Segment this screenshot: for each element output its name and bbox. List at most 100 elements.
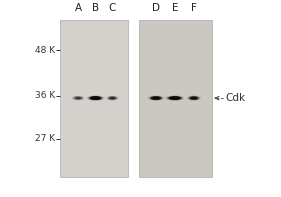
Ellipse shape bbox=[107, 96, 117, 100]
Ellipse shape bbox=[93, 97, 98, 99]
Ellipse shape bbox=[192, 97, 196, 99]
Ellipse shape bbox=[88, 96, 103, 100]
Ellipse shape bbox=[189, 96, 198, 100]
Text: B: B bbox=[92, 3, 99, 13]
Text: 48 K: 48 K bbox=[35, 46, 55, 55]
Ellipse shape bbox=[169, 97, 180, 99]
Ellipse shape bbox=[111, 97, 114, 99]
Ellipse shape bbox=[168, 96, 182, 100]
Ellipse shape bbox=[167, 96, 182, 100]
Bar bbox=[60, 20, 128, 177]
Ellipse shape bbox=[172, 97, 178, 99]
Ellipse shape bbox=[190, 97, 198, 99]
Ellipse shape bbox=[169, 96, 181, 100]
Ellipse shape bbox=[89, 96, 102, 100]
Ellipse shape bbox=[151, 96, 161, 100]
Ellipse shape bbox=[149, 96, 163, 100]
Text: E: E bbox=[171, 3, 178, 13]
Ellipse shape bbox=[188, 96, 200, 100]
Ellipse shape bbox=[167, 96, 182, 100]
Ellipse shape bbox=[75, 97, 81, 99]
Ellipse shape bbox=[190, 97, 198, 99]
Ellipse shape bbox=[109, 97, 116, 99]
Text: Cdk: Cdk bbox=[225, 93, 246, 103]
Ellipse shape bbox=[153, 97, 159, 99]
Ellipse shape bbox=[153, 97, 159, 99]
Ellipse shape bbox=[151, 97, 161, 99]
Ellipse shape bbox=[169, 97, 181, 100]
Ellipse shape bbox=[154, 98, 158, 99]
Ellipse shape bbox=[149, 96, 163, 100]
Ellipse shape bbox=[191, 97, 197, 99]
Ellipse shape bbox=[74, 97, 82, 99]
Ellipse shape bbox=[90, 96, 101, 100]
Text: D: D bbox=[152, 3, 160, 13]
Ellipse shape bbox=[91, 97, 100, 99]
Ellipse shape bbox=[89, 96, 102, 100]
Ellipse shape bbox=[75, 97, 81, 99]
Ellipse shape bbox=[150, 96, 162, 100]
Ellipse shape bbox=[188, 96, 200, 100]
Ellipse shape bbox=[110, 97, 115, 99]
Ellipse shape bbox=[74, 97, 83, 100]
Ellipse shape bbox=[110, 97, 115, 99]
Ellipse shape bbox=[88, 96, 103, 100]
Ellipse shape bbox=[154, 97, 158, 99]
Ellipse shape bbox=[109, 97, 116, 99]
Ellipse shape bbox=[94, 98, 98, 99]
Ellipse shape bbox=[92, 97, 99, 99]
Ellipse shape bbox=[189, 96, 199, 100]
Ellipse shape bbox=[192, 97, 196, 99]
Ellipse shape bbox=[153, 97, 158, 99]
Ellipse shape bbox=[173, 98, 177, 99]
Ellipse shape bbox=[91, 97, 100, 99]
Ellipse shape bbox=[90, 96, 101, 100]
Ellipse shape bbox=[150, 96, 162, 100]
Ellipse shape bbox=[148, 96, 164, 100]
Ellipse shape bbox=[170, 97, 179, 99]
Text: F: F bbox=[191, 3, 197, 13]
Ellipse shape bbox=[152, 97, 160, 99]
Ellipse shape bbox=[73, 96, 83, 100]
Text: A: A bbox=[74, 3, 82, 13]
Ellipse shape bbox=[192, 98, 196, 99]
Ellipse shape bbox=[152, 97, 160, 99]
Ellipse shape bbox=[108, 96, 117, 100]
Ellipse shape bbox=[90, 97, 101, 100]
Ellipse shape bbox=[191, 97, 197, 99]
Ellipse shape bbox=[90, 97, 101, 99]
Ellipse shape bbox=[108, 96, 117, 100]
Ellipse shape bbox=[76, 98, 80, 99]
Text: C: C bbox=[109, 3, 116, 13]
Bar bbox=[139, 20, 212, 177]
Ellipse shape bbox=[151, 97, 161, 100]
Text: 27 K: 27 K bbox=[35, 134, 55, 143]
Ellipse shape bbox=[75, 97, 81, 99]
Ellipse shape bbox=[169, 96, 181, 100]
Ellipse shape bbox=[76, 97, 80, 99]
Ellipse shape bbox=[89, 96, 103, 100]
Ellipse shape bbox=[111, 98, 114, 99]
Ellipse shape bbox=[92, 97, 99, 99]
Ellipse shape bbox=[189, 97, 198, 100]
Ellipse shape bbox=[108, 97, 117, 100]
Ellipse shape bbox=[188, 96, 200, 100]
Ellipse shape bbox=[110, 97, 115, 99]
Ellipse shape bbox=[170, 97, 180, 99]
Ellipse shape bbox=[74, 97, 82, 99]
Ellipse shape bbox=[76, 97, 80, 99]
Ellipse shape bbox=[109, 97, 115, 99]
Text: 36 K: 36 K bbox=[35, 91, 55, 100]
Ellipse shape bbox=[93, 97, 98, 99]
Ellipse shape bbox=[172, 97, 177, 99]
Ellipse shape bbox=[87, 96, 104, 101]
Ellipse shape bbox=[166, 96, 184, 101]
Ellipse shape bbox=[171, 97, 179, 99]
Ellipse shape bbox=[108, 96, 117, 100]
Ellipse shape bbox=[166, 96, 183, 100]
Ellipse shape bbox=[74, 96, 83, 100]
Ellipse shape bbox=[167, 96, 183, 100]
Ellipse shape bbox=[189, 96, 199, 100]
Ellipse shape bbox=[150, 96, 162, 100]
Ellipse shape bbox=[171, 97, 178, 99]
